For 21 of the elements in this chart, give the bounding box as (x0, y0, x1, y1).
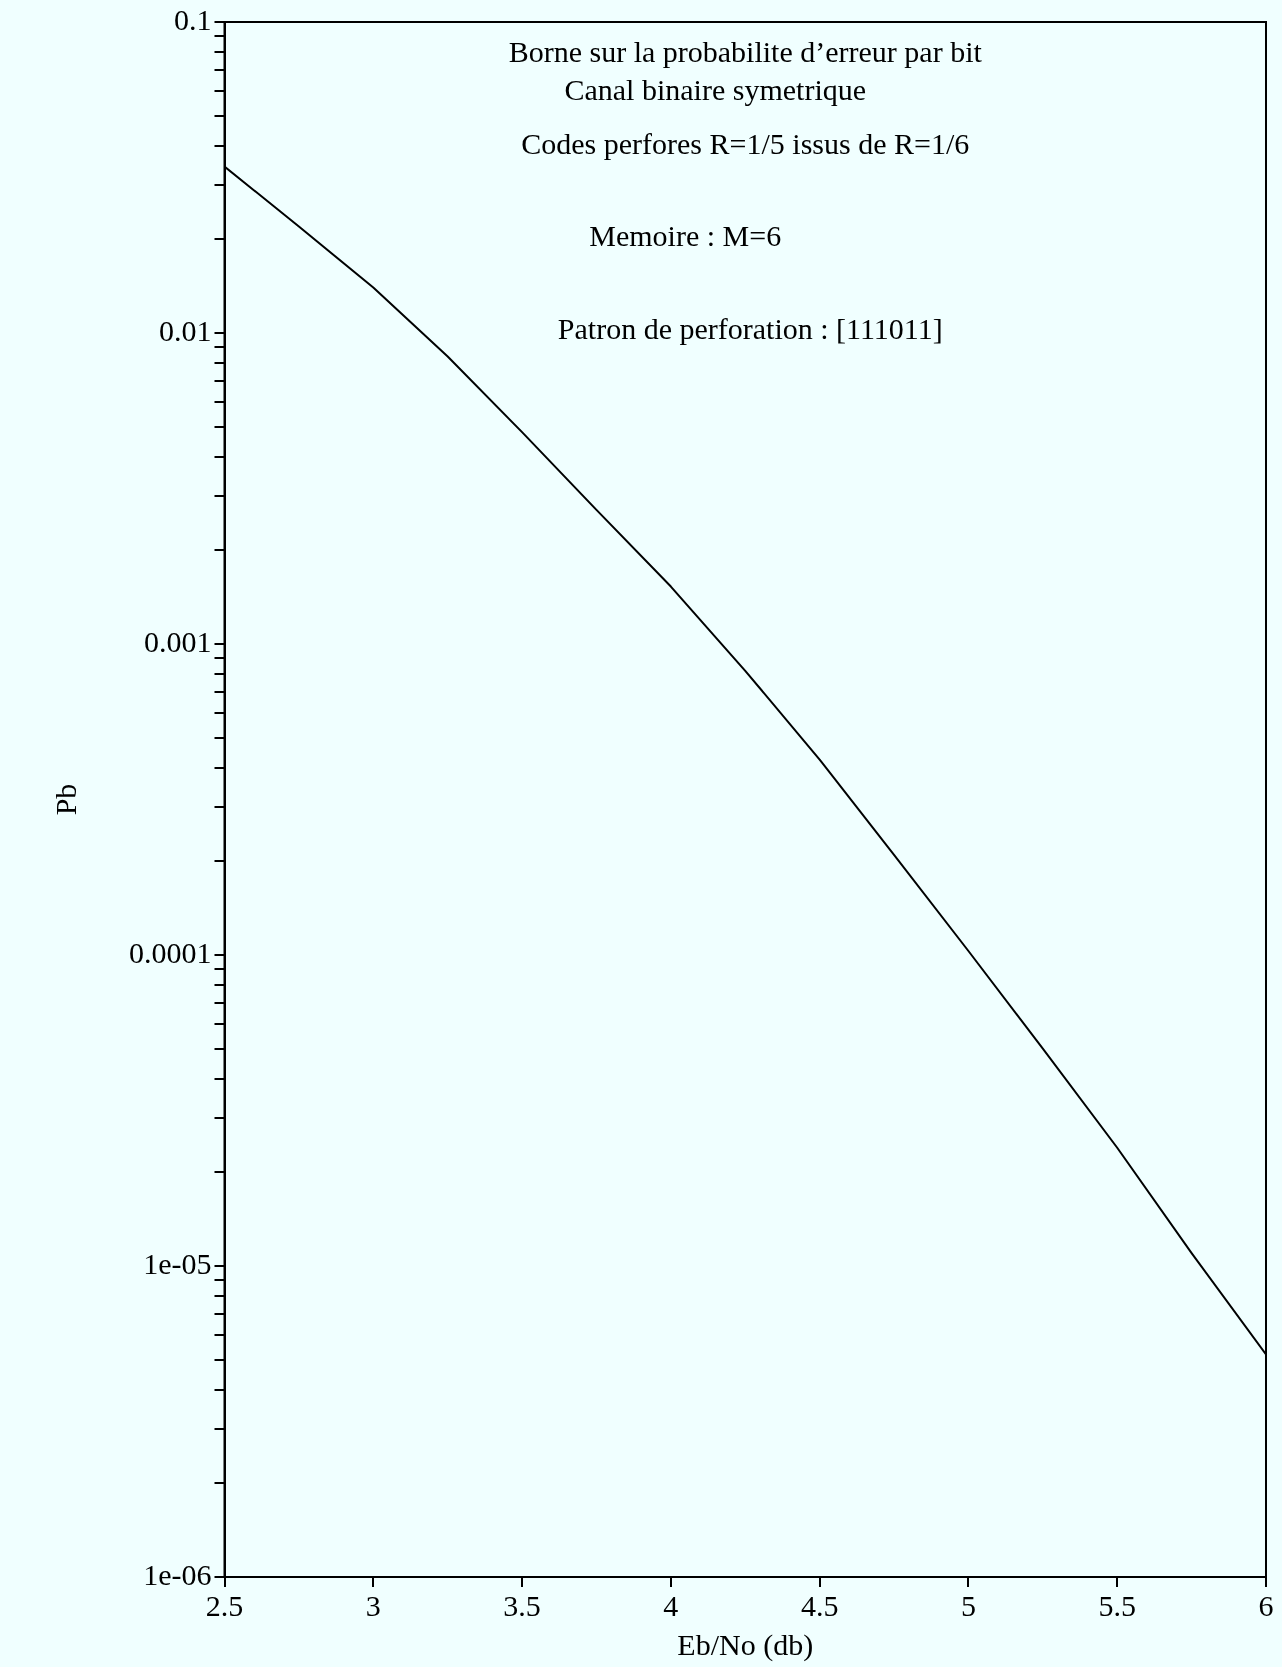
x-axis-title: Eb/No (db) (677, 1627, 814, 1662)
x-tick-label: 4 (663, 1588, 679, 1622)
y-tick-label: 0.0001 (129, 935, 212, 969)
y-tick-label: 0.001 (144, 624, 212, 658)
x-tick-label: 5.5 (1098, 1588, 1136, 1622)
annotation: Patron de perforation : [111011] (557, 311, 943, 345)
y-tick-label: 0.01 (159, 313, 212, 347)
y-tick-label: 0.1 (174, 2, 212, 36)
annotation: Codes perfores R=1/5 issus de R=1/6 (521, 126, 970, 160)
y-tick-label: 1e-06 (143, 1557, 212, 1591)
x-tick-label: 3 (365, 1588, 381, 1622)
x-tick-label: 5 (960, 1588, 976, 1622)
y-tick-label: 1e-05 (143, 1246, 212, 1280)
y-axis-title: Pb (48, 783, 82, 816)
x-tick-label: 3.5 (503, 1588, 541, 1622)
x-tick-label: 4.5 (800, 1588, 839, 1622)
chart-title: Borne sur la probabilite d’erreur par bit (508, 34, 983, 68)
text: Canal binaire symetrique (564, 72, 867, 106)
x-tick-label: 2.5 (205, 1588, 244, 1622)
annotation: Memoire : M=6 (589, 218, 782, 252)
x-tick-label: 6 (1258, 1588, 1274, 1622)
